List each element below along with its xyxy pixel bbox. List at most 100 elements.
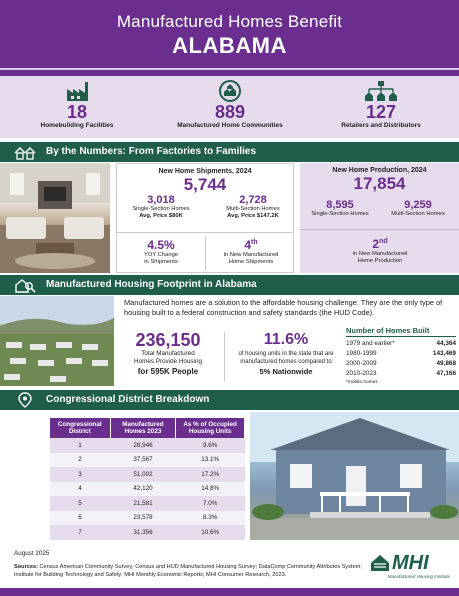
table-row: 4 42,120 14.8%: [50, 481, 245, 496]
district-section: Congressional District Manufactured Home…: [0, 412, 459, 540]
homes-built-table: Number of Homes Built 1979 and earlier* 4…: [346, 326, 456, 385]
table-cell: 3: [50, 467, 111, 482]
yoy-value: 4.5%: [147, 238, 175, 252]
housing-share-label-2: manufactured homes compared to: [240, 359, 332, 365]
production-multi: 9,259 Multi-Section Homes: [380, 199, 456, 218]
shipments-multi: 2,728 Multi-Section Homes Avg. Price $14…: [213, 194, 293, 220]
table-cell: 2: [50, 452, 111, 467]
divider: [300, 229, 459, 230]
table-cell: 9.6%: [175, 438, 245, 453]
shipments-multi-value: 2,728: [239, 194, 267, 206]
interior-photo: [0, 163, 110, 273]
housing-share-label-3: 5% Nationwide: [259, 367, 313, 376]
page-footer: August 2025 Sources: Census American Com…: [0, 540, 459, 596]
list-item: 1980-1999 143,469: [346, 349, 456, 359]
logo-subtitle: Manufactured Housing Institute: [387, 574, 450, 579]
production-rank-label-2: Home Production: [357, 258, 403, 264]
total-homes-stat: 236,150 Total Manufactured Homes Provide…: [118, 330, 218, 377]
shipments-title: New Home Shipments, 2024: [158, 168, 252, 175]
divider: [117, 232, 293, 233]
production-rank: 2nd in New Manufactured Home Production: [340, 237, 420, 265]
shipments-single-value: 3,018: [147, 194, 175, 206]
location-pin-icon: [18, 392, 32, 408]
table-cell: 21,581: [110, 496, 176, 511]
stat-value: 18: [66, 102, 88, 122]
sources-text: Census American Community Survey; Census…: [14, 564, 362, 578]
stat-value: 889: [214, 102, 246, 122]
count: 49,868: [436, 360, 456, 367]
shipments-rank: 4th in New Manufactured Home Shipments: [211, 238, 291, 266]
section-header-footprint: Manufactured Housing Footprint in Alabam…: [0, 275, 459, 295]
shipments-total: 5,744: [183, 175, 227, 194]
mhi-logo: MHI Manufactured Housing Institute: [370, 552, 450, 582]
stat-value: 127: [365, 102, 397, 122]
total-homes-label-3: for 595K People: [137, 367, 199, 376]
production-multi-value: 9,259: [404, 199, 432, 211]
stat-retailers: 127 Retailers and Distributors: [306, 76, 456, 129]
list-item: 2010-2023 47,166: [346, 369, 456, 379]
production-rank-label-1: in New Manufactured: [352, 251, 408, 257]
section-title: By the Numbers: From Factories to Famili…: [46, 146, 257, 157]
homes-icon: [14, 146, 36, 160]
table-row: 1 28,946 9.6%: [50, 438, 245, 453]
shipments-panel: New Home Shipments, 2024 5,744 3,018 Sin…: [116, 163, 294, 273]
table-row: 7 31,356 10.6%: [50, 525, 245, 540]
period: 2010-2023: [346, 370, 377, 377]
list-item: 2000-2009 49,868: [346, 359, 456, 369]
table-cell: 7: [50, 525, 111, 540]
column-header: Manufactured Homes 2023: [110, 418, 177, 438]
community-icon: [219, 80, 241, 102]
column-header: As % of Occupied Housing Units: [175, 418, 245, 438]
list-item: 1979 and earlier* 44,364: [346, 339, 456, 349]
production-total: 17,854: [353, 174, 406, 193]
state-name: ALABAMA: [172, 33, 287, 58]
table-cell: 8.3%: [175, 510, 245, 525]
production-single: 8,595 Single-Section Homes: [302, 199, 378, 218]
table-row: 6 23,578 8.3%: [50, 510, 245, 525]
section-title: Congressional District Breakdown: [46, 394, 210, 405]
period: 1979 and earlier*: [346, 340, 395, 347]
publication-date: August 2025: [14, 550, 50, 557]
top-stats: 18 Homebuilding Facilities 889 Manufactu…: [0, 76, 459, 138]
production-single-value: 8,595: [326, 199, 354, 211]
production-multi-label: Multi-Section Homes: [391, 211, 445, 217]
homes-built-note: *mobile homes: [346, 380, 378, 385]
count: 44,364: [436, 340, 456, 347]
table-cell: 10.6%: [175, 525, 245, 540]
table-header-row: Congressional District Manufactured Home…: [50, 418, 245, 438]
rank-number: 4: [244, 238, 252, 252]
footprint-section: Manufactured homes are a solution to the…: [0, 296, 459, 386]
table-cell: 13.1%: [175, 452, 245, 467]
table-cell: 51,002: [110, 467, 176, 482]
production-panel: New Home Production, 2024 17,854 8,595 S…: [300, 163, 459, 273]
sources-label: Sources:: [14, 564, 38, 570]
shipments-rank-value: 4th: [211, 238, 291, 252]
shipments-multi-label: Multi-Section Homes: [226, 206, 280, 212]
table-row: 3 51,002 17.2%: [50, 467, 245, 482]
house-exterior-photo: [250, 412, 459, 540]
header-divider: [0, 68, 459, 70]
table-cell: 6: [50, 510, 111, 525]
period: 1980-1999: [346, 350, 377, 357]
housing-share-label-1: of housing units in the state that are: [238, 351, 334, 357]
section-title: Manufactured Housing Footprint in Alabam…: [46, 279, 257, 290]
stat-label: Retailers and Distributors: [341, 122, 421, 129]
table-cell: 23,578: [110, 510, 176, 525]
rank-suffix: nd: [379, 238, 388, 245]
divider: [224, 332, 225, 382]
rank-number: 2: [372, 237, 380, 251]
divider: [205, 236, 206, 270]
footprint-intro: Manufactured homes are a solution to the…: [124, 298, 443, 317]
stat-communities: 889 Manufactured Home Communities: [155, 76, 305, 129]
yoy-label-2: in Shipments: [144, 259, 178, 265]
section-header-districts: Congressional District Breakdown: [0, 390, 459, 410]
column-header: Congressional District: [50, 418, 111, 438]
table-cell: 14.8%: [175, 481, 245, 496]
stat-facilities: 18 Homebuilding Facilities: [2, 76, 152, 129]
community-aerial-photo: [0, 296, 114, 386]
total-homes-label-1: Total Manufactured: [141, 350, 195, 357]
table-cell: 37,567: [110, 452, 176, 467]
table-cell: 42,120: [110, 481, 176, 496]
table-cell: 7.0%: [175, 496, 245, 511]
shipments-rank-label-2: Home Shipments: [228, 259, 274, 265]
